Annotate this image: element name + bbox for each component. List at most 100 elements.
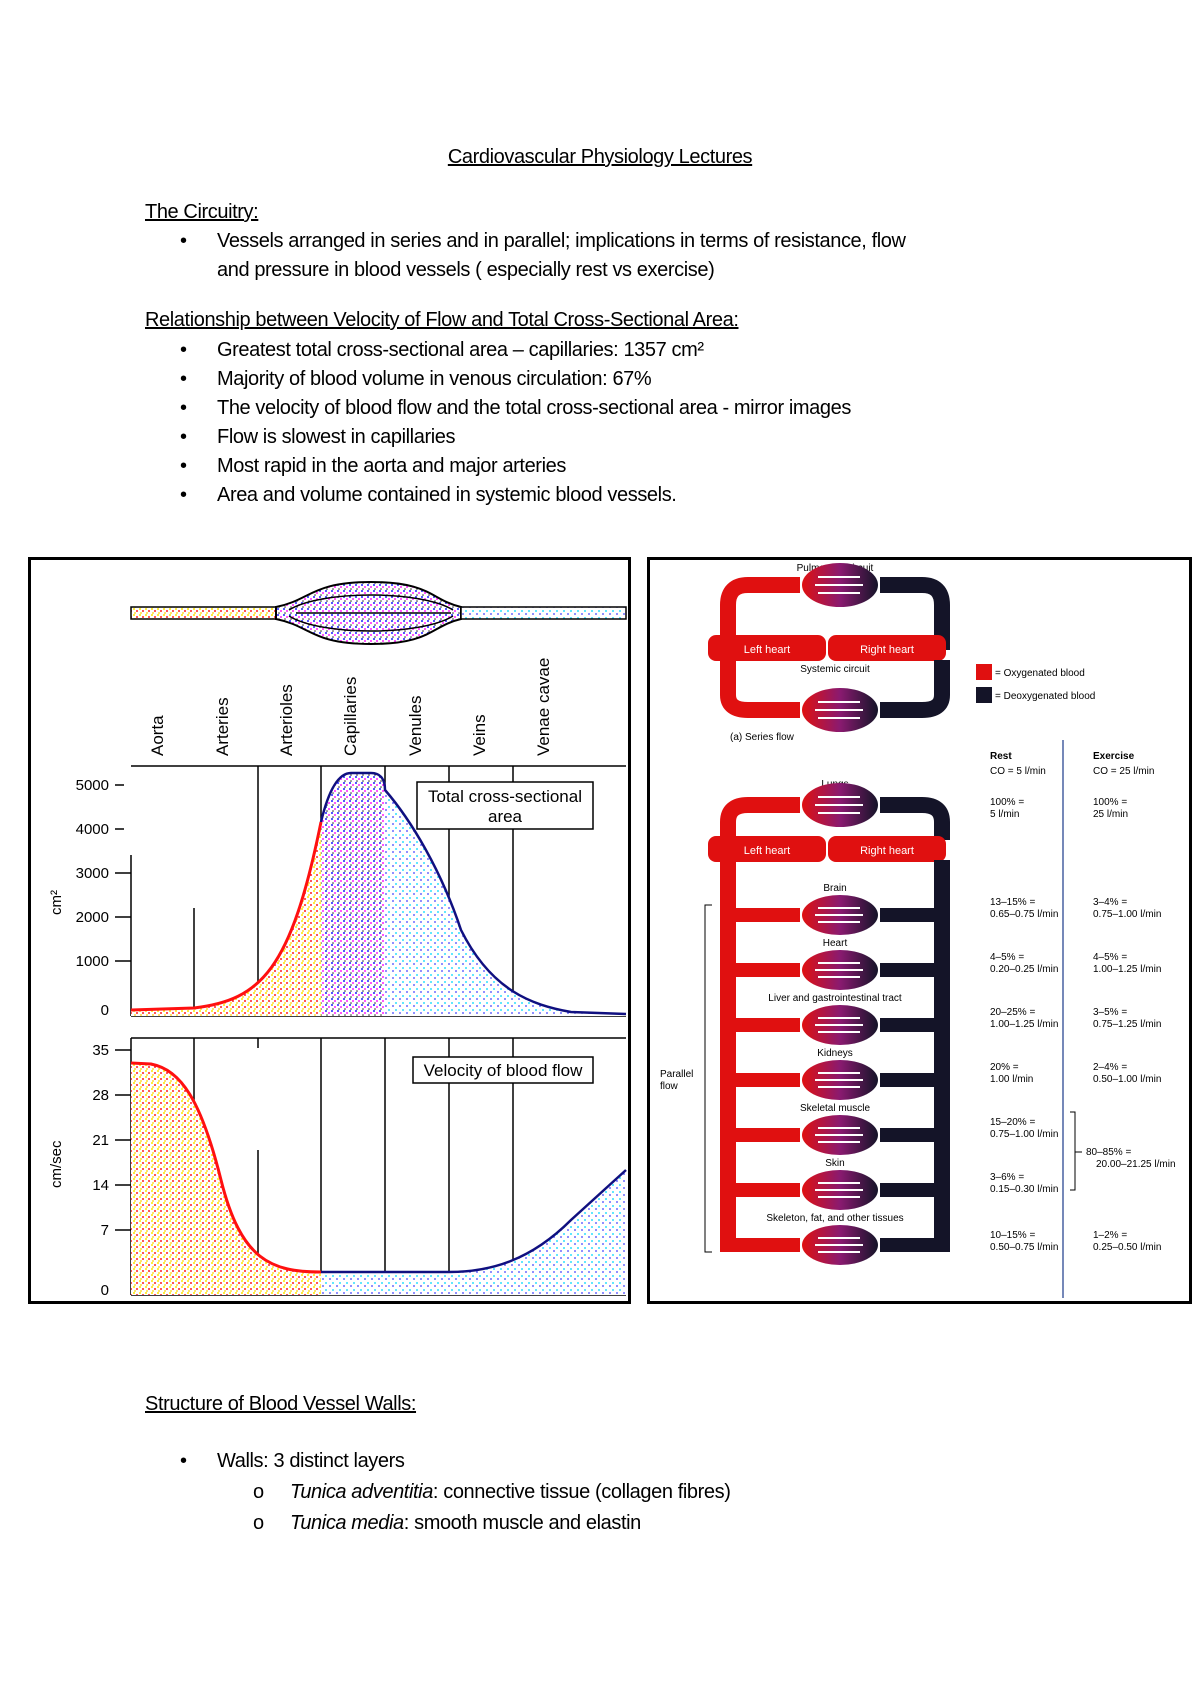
svg-text:Left heart: Left heart bbox=[744, 845, 790, 857]
vessel-wall-sub-bullets: o Tunica adventitia: connective tissue (c… bbox=[145, 1477, 731, 1539]
svg-text:0.50–0.75 l/min: 0.50–0.75 l/min bbox=[990, 1242, 1058, 1253]
organ-labels: Brain Heart Liver and gastrointestinal t… bbox=[766, 883, 903, 1224]
section-heading-vessel-walls: Structure of Blood Vessel Walls: bbox=[145, 1393, 417, 1415]
deoxygenated-swatch bbox=[976, 687, 992, 703]
svg-text:2–4% =: 2–4% = bbox=[1093, 1062, 1127, 1073]
list-item: • Area and volume contained in systemic b… bbox=[180, 484, 677, 506]
svg-text:0.75–1.25 l/min: 0.75–1.25 l/min bbox=[1093, 1019, 1161, 1030]
svg-text:20–25% =: 20–25% = bbox=[990, 1007, 1035, 1018]
svg-text:= Oxygenated blood: = Oxygenated blood bbox=[995, 668, 1085, 679]
svg-text:0: 0 bbox=[101, 1282, 109, 1299]
label-aorta: Aorta bbox=[148, 715, 167, 756]
svg-text:Liver and gastrointestinal tra: Liver and gastrointestinal tract bbox=[768, 993, 902, 1004]
svg-text:Skeleton, fat, and other tissu: Skeleton, fat, and other tissues bbox=[766, 1213, 903, 1224]
list-item: • The velocity of blood flow and the tota… bbox=[180, 397, 851, 419]
svg-text:25 l/min: 25 l/min bbox=[1093, 809, 1128, 820]
list-item: o Tunica adventitia: connective tissue (c… bbox=[253, 1481, 731, 1503]
svg-text:1–2% =: 1–2% = bbox=[1093, 1230, 1127, 1241]
svg-text:10–15% =: 10–15% = bbox=[990, 1230, 1035, 1241]
svg-text:1.00 l/min: 1.00 l/min bbox=[990, 1074, 1033, 1085]
svg-text:Brain: Brain bbox=[823, 883, 846, 894]
svg-text:CO = 5 l/min: CO = 5 l/min bbox=[990, 766, 1046, 777]
svg-text:Exercise: Exercise bbox=[1093, 751, 1135, 762]
svg-text:0.25–0.50 l/min: 0.25–0.50 l/min bbox=[1093, 1242, 1161, 1253]
blood-legend: = Oxygenated blood = Deoxygenated blood bbox=[976, 664, 1095, 703]
svg-text:0.15–0.30 l/min: 0.15–0.30 l/min bbox=[990, 1184, 1058, 1195]
area-chart: 5000 4000 3000 2000 1000 0 cm² Total cro… bbox=[48, 765, 627, 1019]
parallel-flow-diagram: Lungs Left heart Right heart bbox=[660, 779, 950, 1265]
list-item: • Vessels arranged in series and in paral… bbox=[145, 227, 906, 256]
svg-text:5000: 5000 bbox=[76, 777, 109, 794]
svg-text:Skin: Skin bbox=[825, 1158, 844, 1169]
velocity-ylabel: cm/sec bbox=[48, 1140, 65, 1188]
svg-text:Kidneys: Kidneys bbox=[817, 1048, 853, 1059]
svg-text:0.65–0.75 l/min: 0.65–0.75 l/min bbox=[990, 909, 1058, 920]
figure-area-velocity: Aorta Arteries Arterioles Capillaries Ve… bbox=[28, 557, 631, 1304]
svg-text:28: 28 bbox=[92, 1087, 109, 1104]
svg-text:14: 14 bbox=[92, 1177, 109, 1194]
svg-text:Right heart: Right heart bbox=[860, 644, 914, 656]
svg-text:Total cross-sectional: Total cross-sectional bbox=[428, 787, 582, 806]
circulation-diagram: Pulmonary circuit Left heart Right heart… bbox=[660, 563, 1176, 1298]
label-arteries: Arteries bbox=[213, 697, 232, 756]
svg-text:0.20–0.25 l/min: 0.20–0.25 l/min bbox=[990, 964, 1058, 975]
svg-text:Heart: Heart bbox=[823, 938, 848, 949]
svg-text:0: 0 bbox=[101, 1002, 109, 1019]
svg-text:Parallel: Parallel bbox=[660, 1069, 693, 1080]
svg-text:Skeletal muscle: Skeletal muscle bbox=[800, 1103, 870, 1114]
svg-text:4–5% =: 4–5% = bbox=[1093, 952, 1127, 963]
svg-text:Velocity of blood flow: Velocity of blood flow bbox=[424, 1061, 583, 1080]
svg-text:1.00–1.25 l/min: 1.00–1.25 l/min bbox=[1093, 964, 1161, 975]
svg-text:0.75–1.00 l/min: 0.75–1.00 l/min bbox=[990, 1129, 1058, 1140]
vessel-wall-bullets: • Walls: 3 distinct layers bbox=[145, 1446, 405, 1477]
label-arterioles: Arterioles bbox=[277, 684, 296, 756]
svg-text:35: 35 bbox=[92, 1042, 109, 1059]
svg-text:Rest: Rest bbox=[990, 751, 1012, 762]
list-item-continuation: and pressure in blood vessels ( especial… bbox=[217, 259, 715, 281]
svg-text:3–4% =: 3–4% = bbox=[1093, 897, 1127, 908]
area-ylabel: cm² bbox=[48, 890, 65, 915]
svg-text:Right heart: Right heart bbox=[860, 845, 914, 857]
area-legend-box bbox=[416, 781, 594, 830]
svg-text:21: 21 bbox=[92, 1132, 109, 1149]
series-flow-diagram: Pulmonary circuit Left heart Right heart… bbox=[708, 563, 950, 743]
vessel-schematic bbox=[130, 580, 627, 646]
velocity-chart: 35 28 21 14 7 0 cm/sec Velocity of blood… bbox=[48, 1037, 627, 1299]
svg-text:15–20% =: 15–20% = bbox=[990, 1117, 1035, 1128]
cardiac-output-table: Rest CO = 5 l/min Exercise CO = 25 l/min… bbox=[990, 740, 1176, 1298]
list-item: • Walls: 3 distinct layers bbox=[180, 1450, 405, 1472]
list-item: • Most rapid in the aorta and major arter… bbox=[180, 455, 566, 477]
oxygenated-swatch bbox=[976, 664, 992, 680]
label-venae-cavae: Venae cavae bbox=[534, 658, 553, 756]
svg-text:2000: 2000 bbox=[76, 909, 109, 926]
list-item: • Majority of blood volume in venous circ… bbox=[180, 368, 652, 390]
area-velocity-diagram: Aorta Arteries Arterioles Capillaries Ve… bbox=[48, 580, 627, 1299]
svg-text:7: 7 bbox=[101, 1222, 109, 1239]
svg-text:Systemic circuit: Systemic circuit bbox=[800, 664, 870, 675]
svg-text:20.00–21.25 l/min: 20.00–21.25 l/min bbox=[1096, 1159, 1176, 1170]
svg-text:4–5% =: 4–5% = bbox=[990, 952, 1024, 963]
svg-text:area: area bbox=[488, 807, 523, 826]
svg-text:100% =: 100% = bbox=[990, 797, 1024, 808]
svg-text:4000: 4000 bbox=[76, 821, 109, 838]
list-item: • Greatest total cross-sectional area – c… bbox=[180, 339, 704, 361]
organ-branches bbox=[728, 895, 942, 1265]
svg-text:1.00–1.25 l/min: 1.00–1.25 l/min bbox=[990, 1019, 1058, 1030]
page-title: Cardiovascular Physiology Lectures bbox=[447, 146, 753, 168]
label-capillaries: Capillaries bbox=[341, 677, 360, 756]
list-item: o Tunica media: smooth muscle and elastin bbox=[253, 1512, 641, 1534]
svg-text:80–85% =: 80–85% = bbox=[1086, 1147, 1131, 1158]
label-veins: Veins bbox=[470, 714, 489, 756]
svg-text:3000: 3000 bbox=[76, 865, 109, 882]
svg-text:0.50–1.00 l/min: 0.50–1.00 l/min bbox=[1093, 1074, 1161, 1085]
velocity-legend-box bbox=[412, 1056, 594, 1084]
bullet-marker: • bbox=[180, 230, 187, 252]
circuitry-bullets: • Vessels arranged in series and in paral… bbox=[145, 227, 906, 285]
section-heading-circuitry: The Circuitry: bbox=[145, 201, 259, 223]
velocity-area-bullets: • Greatest total cross-sectional area – c… bbox=[145, 336, 851, 510]
svg-text:CO = 25 l/min: CO = 25 l/min bbox=[1093, 766, 1154, 777]
svg-text:0.75–1.00 l/min: 0.75–1.00 l/min bbox=[1093, 909, 1161, 920]
figure-series-parallel-flow: Pulmonary circuit Left heart Right heart… bbox=[647, 557, 1192, 1304]
svg-text:3–5% =: 3–5% = bbox=[1093, 1007, 1127, 1018]
svg-text:20% =: 20% = bbox=[990, 1062, 1019, 1073]
